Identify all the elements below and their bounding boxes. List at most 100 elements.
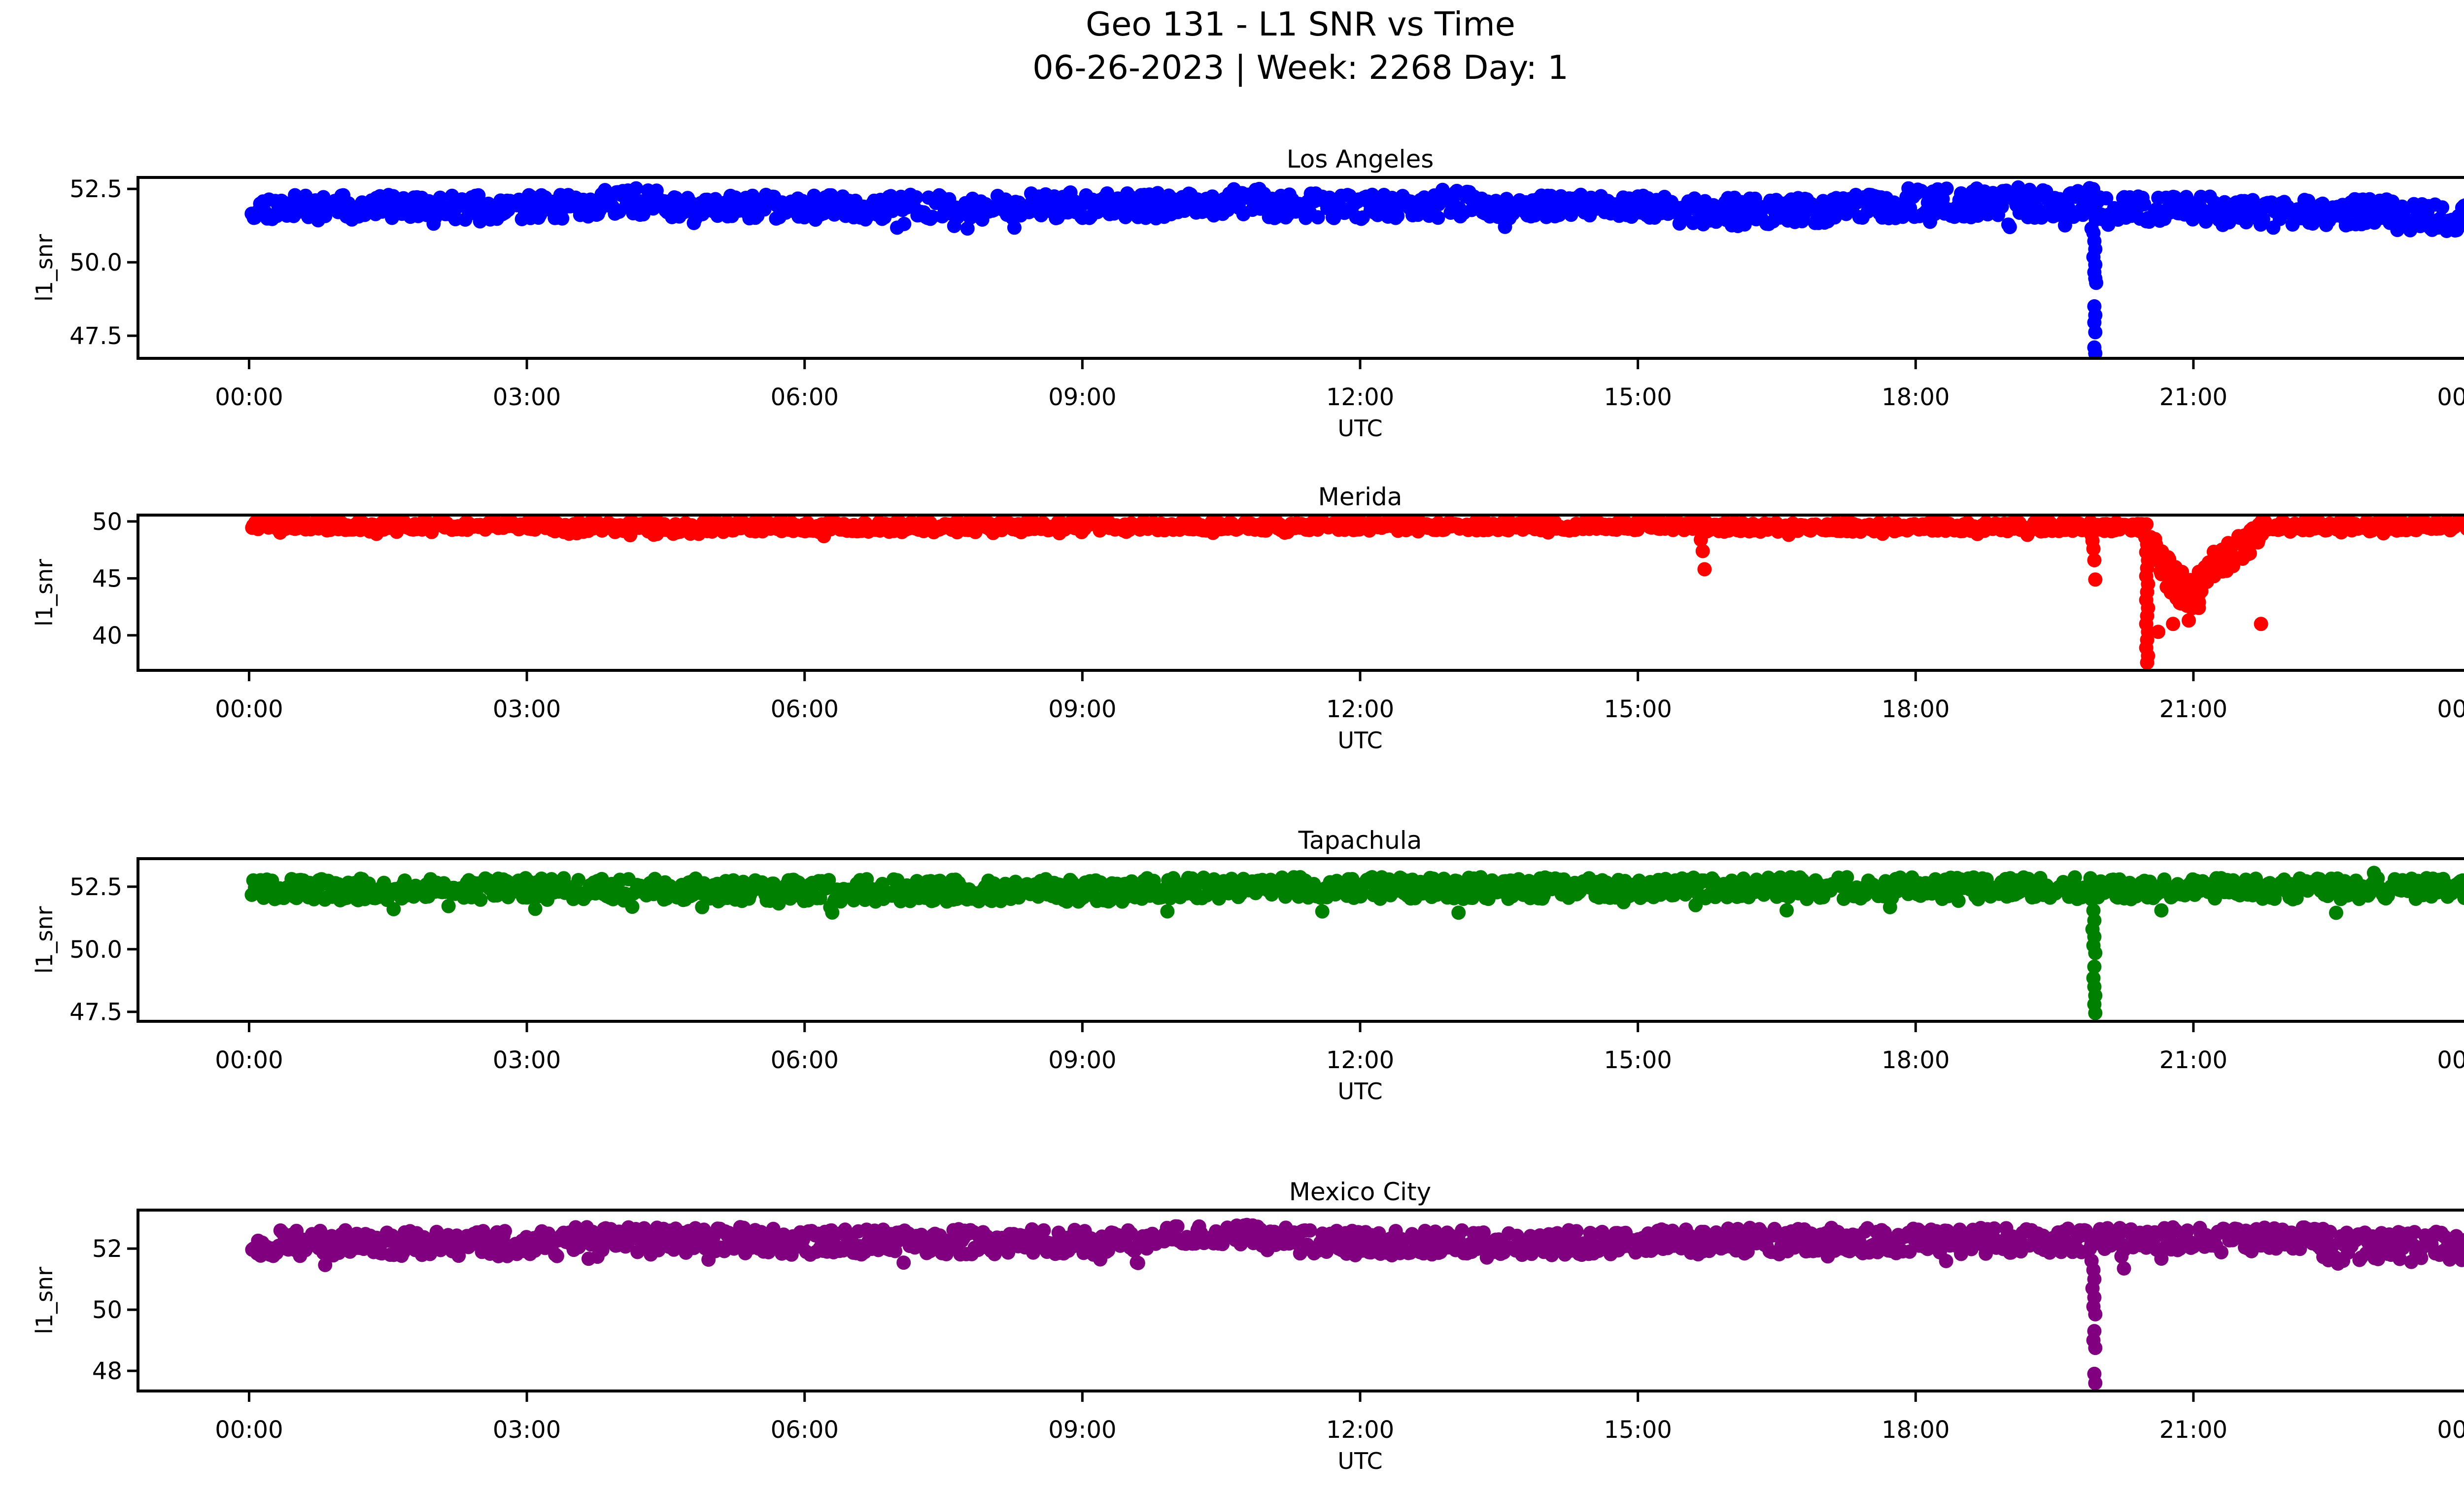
data-point	[2154, 554, 2169, 569]
data-point	[571, 873, 586, 887]
x-axis-label: UTC	[1337, 415, 1382, 442]
y-tick-label: 47.5	[69, 322, 122, 350]
data-point	[2101, 217, 2116, 232]
data-point	[1146, 873, 1161, 888]
data-point	[386, 902, 401, 916]
data-point	[2151, 625, 2165, 639]
x-tick-label: 09:00	[1048, 695, 1116, 723]
subplot-title-tapachula: Tapachula	[1298, 826, 1422, 855]
data-point	[2235, 552, 2250, 566]
data-point	[441, 899, 456, 913]
data-point	[1130, 1255, 1145, 1270]
axes-frame	[137, 514, 2464, 672]
y-axis-label: l1_snr	[31, 906, 58, 973]
data-point	[1840, 870, 1854, 885]
x-tick-label: 09:00	[1048, 1046, 1116, 1074]
y-tick-label: 40	[92, 622, 122, 650]
data-point	[2089, 276, 2104, 290]
data-point	[2084, 892, 2099, 906]
data-point	[2140, 655, 2155, 670]
data-point	[1939, 181, 1954, 196]
figure-suptitle-line1: Geo 131 - L1 SNR vs Time	[1086, 5, 1515, 43]
x-tick-label: 00:00	[215, 383, 283, 411]
subplot-title-los-angeles: Los Angeles	[1287, 145, 1434, 174]
data-point	[1455, 1223, 1470, 1238]
data-point	[2099, 191, 2114, 206]
data-point	[498, 1224, 512, 1239]
data-point	[555, 211, 570, 226]
subplot-tapachula: 00:00 03:00 06:00 09:00 12:00 15:00 18:00 21:00…	[31, 826, 2464, 1105]
y-axis-label: l1_snr	[31, 559, 58, 626]
data-point	[2067, 870, 2082, 885]
data-point	[2204, 558, 2219, 573]
x-tick-label: 00:00	[215, 695, 283, 723]
data-point	[2087, 553, 2102, 567]
data-point	[2164, 562, 2179, 577]
subplot-title-merida: Merida	[1318, 483, 1403, 511]
data-point	[2435, 200, 2450, 215]
data-point	[2457, 891, 2464, 905]
x-tick-label: 12:00	[1326, 695, 1394, 723]
data-point	[2087, 959, 2102, 974]
data-point	[1476, 1225, 1491, 1240]
x-axis-label: UTC	[1337, 727, 1382, 754]
data-point	[2182, 613, 2196, 628]
data-point	[2175, 574, 2189, 589]
x-axis-label: UTC	[1337, 1078, 1382, 1105]
data-point	[2461, 884, 2464, 896]
data-point	[909, 190, 924, 205]
data-point	[473, 892, 488, 907]
data-point	[396, 1245, 411, 1259]
data-point	[1390, 209, 1405, 223]
x-tick-label: 15:00	[1604, 695, 1672, 723]
x-tick-label: 18:00	[1882, 1046, 1950, 1074]
x-tick-label: 03:00	[493, 383, 561, 411]
figure-suptitle-line2: 06-26-2023 | Week: 2268 Day: 1	[1032, 48, 1569, 87]
data-point	[2458, 198, 2464, 212]
x-tick-label: 21:00	[2159, 1046, 2227, 1074]
data-point	[549, 1249, 564, 1263]
x-tick-label: 06:00	[771, 383, 839, 411]
x-tick-label: 06:00	[771, 1046, 839, 1074]
data-point	[2220, 556, 2234, 571]
data-point	[2191, 564, 2206, 579]
data-point	[1160, 904, 1175, 919]
data-point	[1036, 1223, 1051, 1238]
subplot-merida: 00:00 03:00 06:00 09:00 12:00 15:00 18:00 21:00…	[31, 483, 2464, 754]
data-point	[2462, 222, 2464, 232]
data-point	[1170, 1219, 1185, 1234]
data-point	[1695, 544, 1710, 558]
y-tick-label: 50	[92, 508, 122, 536]
x-tick-label: 00:00	[2437, 695, 2464, 723]
data-point	[2254, 617, 2268, 631]
data-point	[825, 905, 840, 920]
x-tick-label: 18:00	[1882, 695, 1950, 723]
data-point	[2257, 521, 2271, 535]
data-point	[2088, 346, 2103, 358]
y-tick-label: 52.5	[69, 873, 122, 901]
data-point	[1315, 904, 1330, 919]
data-point	[987, 1247, 1002, 1261]
scatter-series-merida	[245, 515, 2464, 670]
x-tick-label: 00:00	[2437, 383, 2464, 411]
data-point	[2088, 1006, 2103, 1020]
scatter-series-los-angeles	[244, 180, 2464, 358]
data-point	[1451, 905, 1466, 920]
data-point	[1345, 872, 1360, 886]
subplots-group: 00:00 03:00 06:00 09:00 12:00 15:00 18:00 21:00…	[31, 145, 2464, 1474]
data-point	[471, 188, 486, 203]
data-point	[2002, 220, 2017, 235]
x-tick-label: 12:00	[1326, 383, 1394, 411]
data-point	[1302, 1223, 1317, 1238]
data-point	[1697, 562, 1712, 577]
data-point	[2463, 525, 2464, 533]
y-tick-label: 50.0	[69, 249, 122, 277]
x-tick-label: 00:00	[215, 1046, 283, 1074]
data-point	[821, 873, 836, 887]
data-point	[1688, 898, 1703, 912]
x-tick-label: 15:00	[1604, 1046, 1672, 1074]
data-point	[1780, 903, 1794, 918]
x-tick-label: 21:00	[2159, 383, 2227, 411]
data-point	[625, 900, 640, 914]
